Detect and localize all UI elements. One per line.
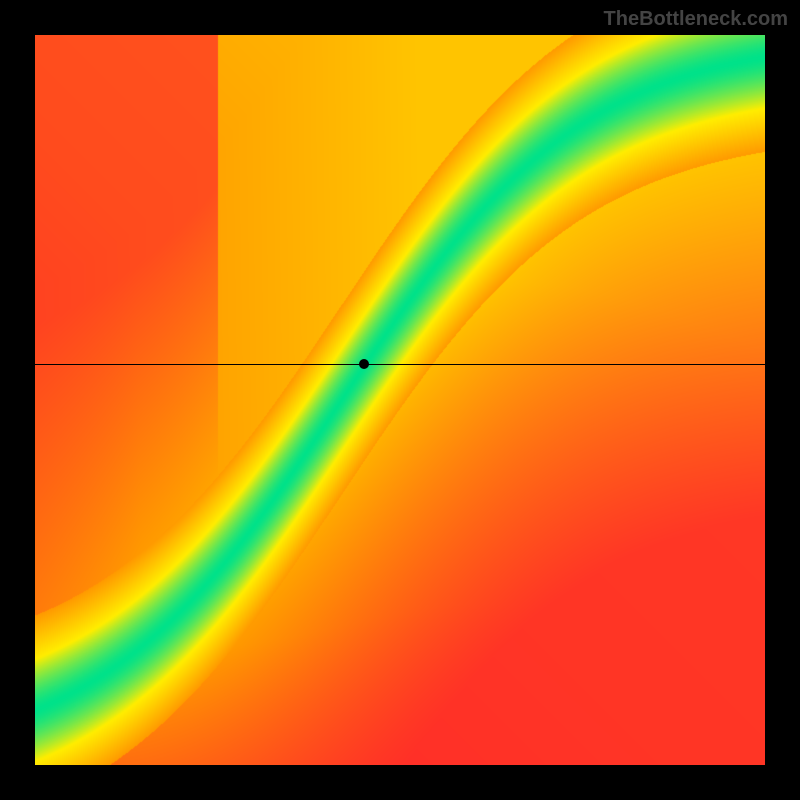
watermark-text: TheBottleneck.com — [604, 8, 788, 31]
heatmap-canvas — [35, 35, 765, 765]
crosshair-horizontal — [35, 364, 765, 365]
crosshair-marker — [359, 359, 369, 369]
crosshair-vertical — [364, 765, 365, 800]
plot-area — [35, 35, 765, 765]
chart-container: TheBottleneck.com — [0, 0, 800, 800]
